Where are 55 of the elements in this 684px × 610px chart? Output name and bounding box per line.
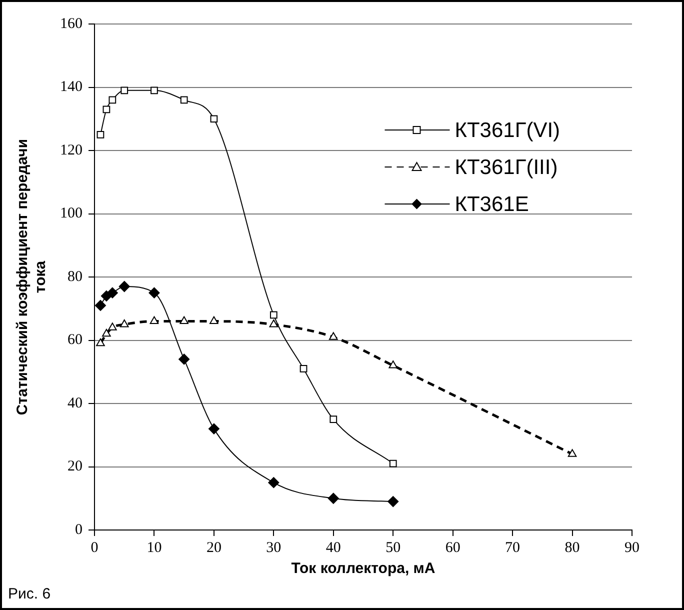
x-tick-label: 80 (564, 540, 580, 556)
point (120, 86, 128, 94)
point (150, 316, 159, 324)
point (120, 319, 129, 328)
point (180, 316, 188, 324)
legend-label: КТ361Г(III) (454, 156, 558, 179)
point (270, 311, 278, 319)
x-tick-label: 20 (206, 540, 222, 556)
y-tick-label: 40 (68, 395, 82, 412)
y-tick-label: 100 (60, 206, 82, 222)
legend-label: КТ361Е (454, 192, 529, 216)
point (210, 115, 218, 123)
y-tick-label: 20 (68, 458, 82, 475)
point (102, 328, 111, 337)
y-axis-title: Статический коэффициент передачи тока (14, 138, 50, 416)
point (150, 86, 158, 94)
point (108, 96, 116, 104)
point (269, 319, 278, 328)
y-tick-label: 80 (68, 268, 82, 285)
point (300, 365, 308, 372)
point (210, 316, 218, 324)
x-tick-label: 10 (146, 540, 162, 556)
point (178, 354, 190, 365)
legend-label: КТ361Г(VI) (454, 118, 560, 142)
point (148, 287, 160, 298)
x-tick-label: 70 (505, 540, 520, 556)
point (330, 416, 338, 423)
point (389, 460, 397, 468)
y-tick-label: 140 (60, 79, 82, 96)
text: Рис. 6 (8, 586, 51, 603)
x-axis-title: Ток коллектора, мА (291, 560, 436, 578)
point (108, 322, 117, 330)
x-tick-label: 90 (624, 540, 640, 556)
point (568, 449, 577, 457)
point (268, 477, 280, 488)
x-tick-label: 60 (445, 540, 460, 556)
point (94, 300, 106, 311)
point (388, 496, 399, 508)
point (106, 287, 118, 298)
x-tick-label: 40 (326, 540, 341, 556)
y-tick-label: 120 (60, 142, 82, 158)
point (102, 106, 110, 114)
y-tick-label: 60 (68, 332, 82, 348)
x-tick-label: 0 (90, 540, 98, 556)
y-tick-label: 0 (75, 522, 82, 538)
point (208, 423, 220, 434)
point (96, 131, 104, 138)
point (328, 492, 339, 504)
point (180, 96, 188, 104)
point (96, 338, 105, 346)
x-tick-label: 30 (266, 540, 282, 556)
x-tick-label: 50 (386, 540, 401, 556)
point (118, 280, 130, 292)
y-tick-label: 160 (60, 16, 82, 32)
point (328, 332, 338, 340)
